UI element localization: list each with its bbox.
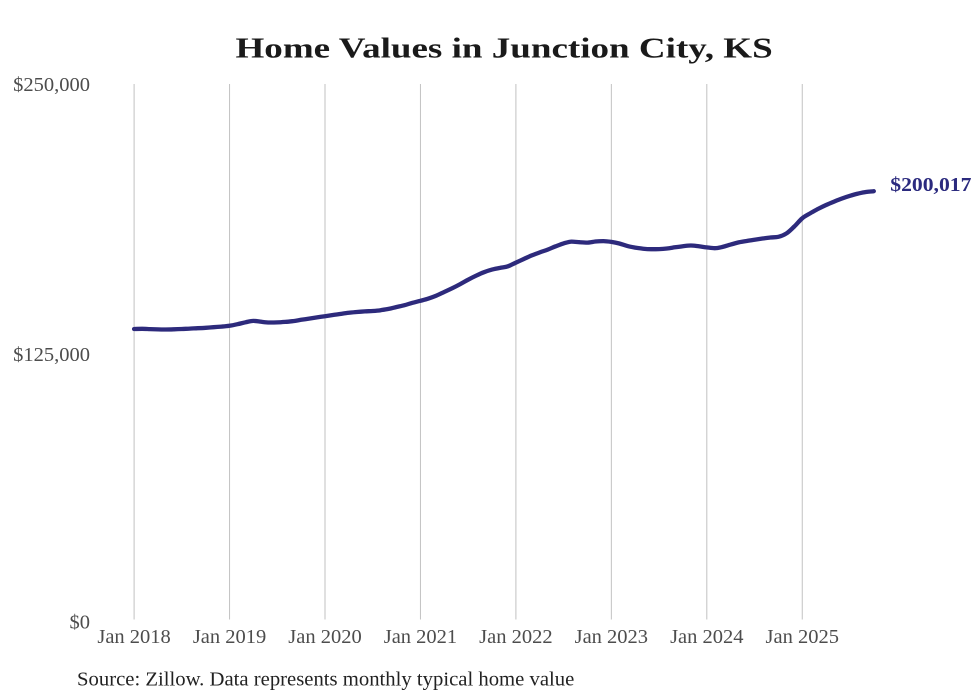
svg-text:$0: $0 [70,612,91,634]
svg-text:Jan 2024: Jan 2024 [670,626,743,648]
svg-text:Jan 2025: Jan 2025 [766,626,839,648]
svg-text:Jan 2023: Jan 2023 [575,626,648,648]
svg-text:Jan 2020: Jan 2020 [288,626,361,648]
svg-text:Jan 2018: Jan 2018 [97,626,170,648]
svg-text:Home Values in Junction City,: Home Values in Junction City, KS [236,33,773,64]
svg-text:Jan 2022: Jan 2022 [479,626,552,648]
svg-text:Source: Zillow. Data represent: Source: Zillow. Data represents monthly … [77,670,574,691]
svg-text:$125,000: $125,000 [13,344,90,366]
svg-text:$200,017: $200,017 [890,174,971,196]
svg-text:$250,000: $250,000 [13,74,90,96]
svg-text:Jan 2019: Jan 2019 [193,626,266,648]
svg-text:Jan 2021: Jan 2021 [384,626,457,648]
